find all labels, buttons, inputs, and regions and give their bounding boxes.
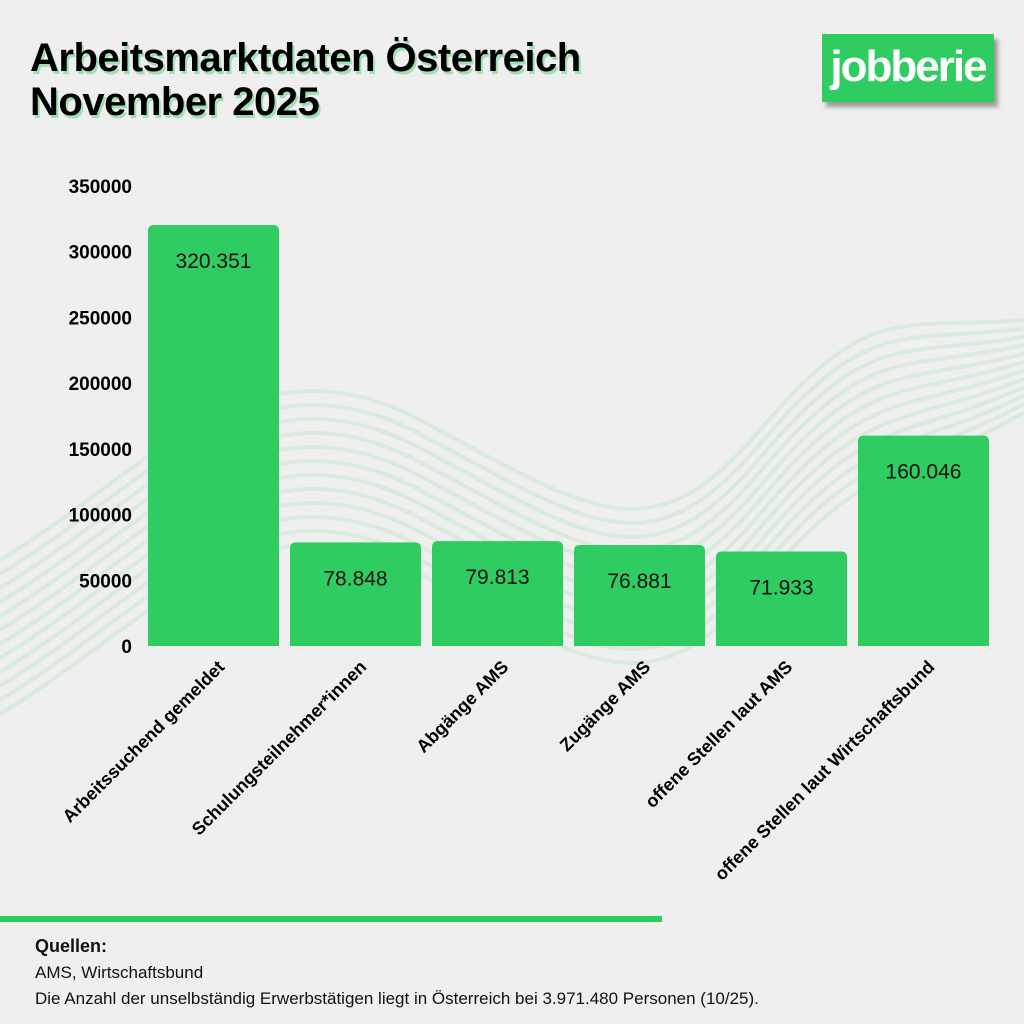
- data-label: 160.046: [886, 461, 962, 484]
- data-label: 76.881: [607, 570, 671, 593]
- x-tick-label: Abgänge AMS: [412, 657, 512, 757]
- data-label: 79.813: [465, 566, 529, 589]
- data-label: 78.848: [323, 567, 387, 590]
- sources-text: AMS, Wirtschaftsbund: [35, 963, 204, 982]
- y-tick-label: 100000: [69, 506, 132, 527]
- x-tick-label: offene Stellen laut Wirtschaftsbund: [711, 657, 939, 885]
- bar: [432, 541, 563, 646]
- bar: [290, 542, 421, 646]
- y-tick-label: 300000: [69, 243, 132, 264]
- y-axis: 0 50000 100000 150000 200000 250000 300000 3500…: [69, 177, 132, 658]
- page-title: Arbeitsmarktdaten Österreich November 20…: [30, 36, 581, 124]
- sources: Quellen: AMS, Wirtschaftsbund Die Anzahl…: [35, 933, 759, 1012]
- x-tick-label: Arbeitssuchend gemeldet: [59, 657, 229, 827]
- data-label: 320.351: [176, 250, 252, 273]
- footnote: Die Anzahl der unselbständig Erwerbstäti…: [35, 989, 759, 1008]
- y-tick-label: 0: [121, 637, 132, 658]
- y-tick-label: 150000: [69, 440, 132, 461]
- bar: [858, 435, 989, 646]
- y-tick-label: 50000: [79, 571, 132, 592]
- bar: [148, 224, 279, 646]
- jobberie-logo: jobberie: [822, 34, 994, 102]
- data-label: 71.933: [749, 576, 813, 599]
- bars: 320.351 78.848 79.813 76.881 71.933 160.046: [148, 224, 989, 646]
- bar: [716, 551, 847, 646]
- title-line-2: November 2025: [30, 80, 320, 124]
- y-tick-label: 250000: [69, 308, 132, 329]
- x-tick-label: Zugänge AMS: [556, 657, 655, 756]
- sources-heading: Quellen:: [35, 936, 108, 956]
- divider: [0, 916, 662, 922]
- x-tick-label: offene Stellen laut AMS: [641, 657, 796, 812]
- x-tick-label: Schulungsteilnehmer*innen: [188, 657, 370, 839]
- y-tick-label: 350000: [69, 177, 132, 198]
- x-axis: Arbeitssuchend gemeldetSchulungsteilnehm…: [59, 657, 939, 885]
- bar: [574, 544, 705, 646]
- title-line-1: Arbeitsmarktdaten Österreich: [30, 36, 581, 80]
- y-tick-label: 200000: [69, 374, 132, 395]
